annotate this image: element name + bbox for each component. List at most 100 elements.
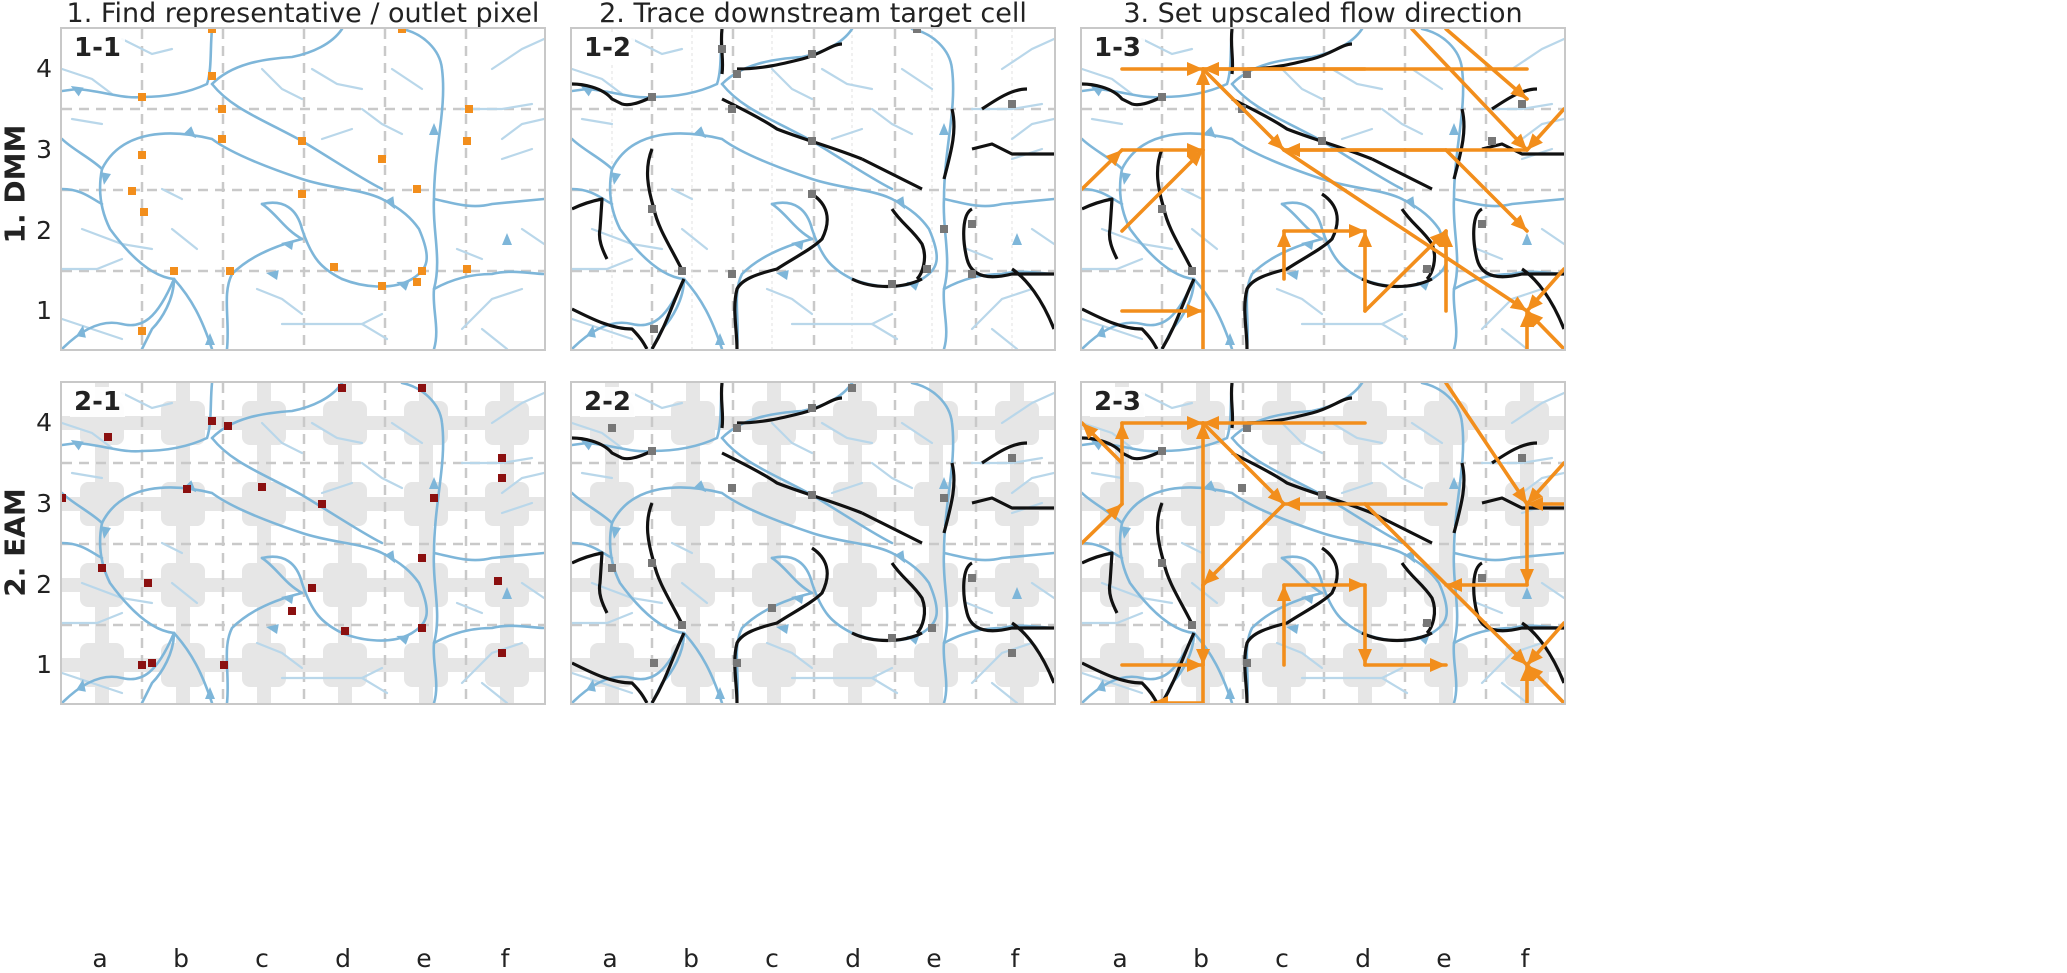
flow-direction-arrowhead (1187, 416, 1203, 430)
tributary (255, 641, 304, 670)
flow-direction-arrow (1201, 421, 1286, 506)
river-stream (260, 202, 304, 241)
tributary (830, 127, 864, 141)
flow-arrowhead (1301, 594, 1314, 604)
x-tick-label: c (255, 944, 269, 973)
tributary (870, 107, 914, 136)
target-pixel (650, 325, 658, 333)
river-stream (62, 137, 104, 171)
flow-arrowhead (776, 624, 789, 634)
flow-direction-arrowhead (1187, 62, 1203, 76)
panel-2-3-canvas (1082, 383, 1564, 703)
outlet-pixel (218, 135, 226, 143)
eam-cell-core (1424, 401, 1468, 445)
flow-direction-arrowhead (1187, 658, 1203, 672)
outlet-pixel (498, 474, 506, 482)
flow-arrowhead (502, 233, 512, 245)
flow-arrowhead (384, 196, 395, 210)
tributary (900, 421, 934, 445)
grid-layer (1082, 383, 1564, 703)
column-title-3: 3. Set upscaled flow direction (1123, 0, 1523, 29)
flow-arrowhead (939, 123, 949, 135)
tributary (1082, 317, 1144, 341)
tributary (1540, 581, 1564, 600)
outlet-layer (62, 384, 506, 669)
river-stream (1245, 237, 1324, 349)
target-layer (1158, 424, 1526, 667)
eam-cell-core (671, 482, 715, 526)
y-tick-label: 2 (36, 570, 52, 599)
target-pixel (940, 225, 948, 233)
tributary (255, 287, 304, 316)
target-pixel (678, 621, 686, 629)
grid-layer (572, 29, 1054, 349)
traced-path (851, 277, 923, 289)
flow-direction-arrowhead (1082, 423, 1099, 440)
tributary (1475, 247, 1504, 261)
river-stream (1082, 137, 1124, 171)
traced-path (1082, 197, 1119, 260)
tributary (1480, 641, 1544, 685)
tributary (1280, 67, 1324, 101)
outlet-pixel (138, 151, 146, 159)
flow-arrowhead (396, 281, 410, 291)
panel-1-1-canvas (62, 29, 544, 349)
river-network (1082, 383, 1564, 703)
flow-direction-arrowhead (1510, 648, 1527, 665)
flow-direction-arrowhead (1203, 416, 1219, 430)
outlet-pixel (378, 155, 386, 163)
flow-arrowhead (939, 477, 949, 489)
tributary (1082, 671, 1144, 695)
eam-cell-core (752, 643, 796, 687)
target-pixel (733, 424, 741, 432)
target-pixel (913, 29, 921, 33)
flow-arrowhead (1096, 679, 1106, 692)
outlet-pixel (498, 454, 506, 462)
flow-arrowhead (1012, 233, 1022, 245)
flow-arrowhead (266, 270, 279, 280)
outlet-pixel (288, 607, 296, 615)
river-stream (400, 383, 445, 703)
tributary (870, 322, 899, 341)
tributary (310, 67, 364, 91)
flow-direction-arrow (1444, 383, 1529, 506)
river-stream (1452, 551, 1564, 562)
target-pixel (1008, 454, 1016, 462)
flow-direction-arrowhead (1429, 231, 1446, 248)
flow-direction-arrowhead (1196, 649, 1210, 665)
traced-path (1082, 551, 1119, 614)
eam-cell-core (404, 401, 448, 445)
river-stream (432, 624, 544, 645)
eam-cell-core (404, 643, 448, 687)
target-pixel (1243, 424, 1251, 432)
target-pixel (1318, 137, 1326, 145)
tributary (1010, 117, 1054, 141)
tributary (1140, 37, 1194, 56)
flow-arrowhead (791, 240, 804, 250)
tributary (765, 287, 814, 316)
traced-path (572, 197, 609, 260)
eam-cell-core (1505, 401, 1549, 445)
flow-arrowhead (184, 126, 197, 139)
traced-path (572, 82, 653, 107)
tributary (1275, 287, 1324, 316)
target-pixel (1518, 454, 1526, 462)
traced-path (962, 561, 1054, 633)
flow-direction-arrowhead (1512, 486, 1527, 504)
outlet-layer (128, 29, 473, 335)
tributary (820, 421, 874, 445)
flow-direction-arrowhead (1527, 311, 1544, 328)
eam-cell-core (323, 482, 367, 526)
flow-direction-arrowhead (1510, 83, 1527, 99)
traced-path (1082, 661, 1159, 703)
panel-1-2-canvas (572, 29, 1054, 349)
tributary (1540, 227, 1564, 246)
tributary (1300, 312, 1404, 326)
tributary (455, 601, 484, 615)
eam-cell-core (485, 563, 529, 607)
trace-layer (572, 29, 1054, 349)
flow-arrowhead (715, 687, 725, 699)
tributary (765, 641, 814, 670)
flow-direction-arrowhead (1105, 504, 1122, 521)
river-stream (62, 187, 104, 206)
